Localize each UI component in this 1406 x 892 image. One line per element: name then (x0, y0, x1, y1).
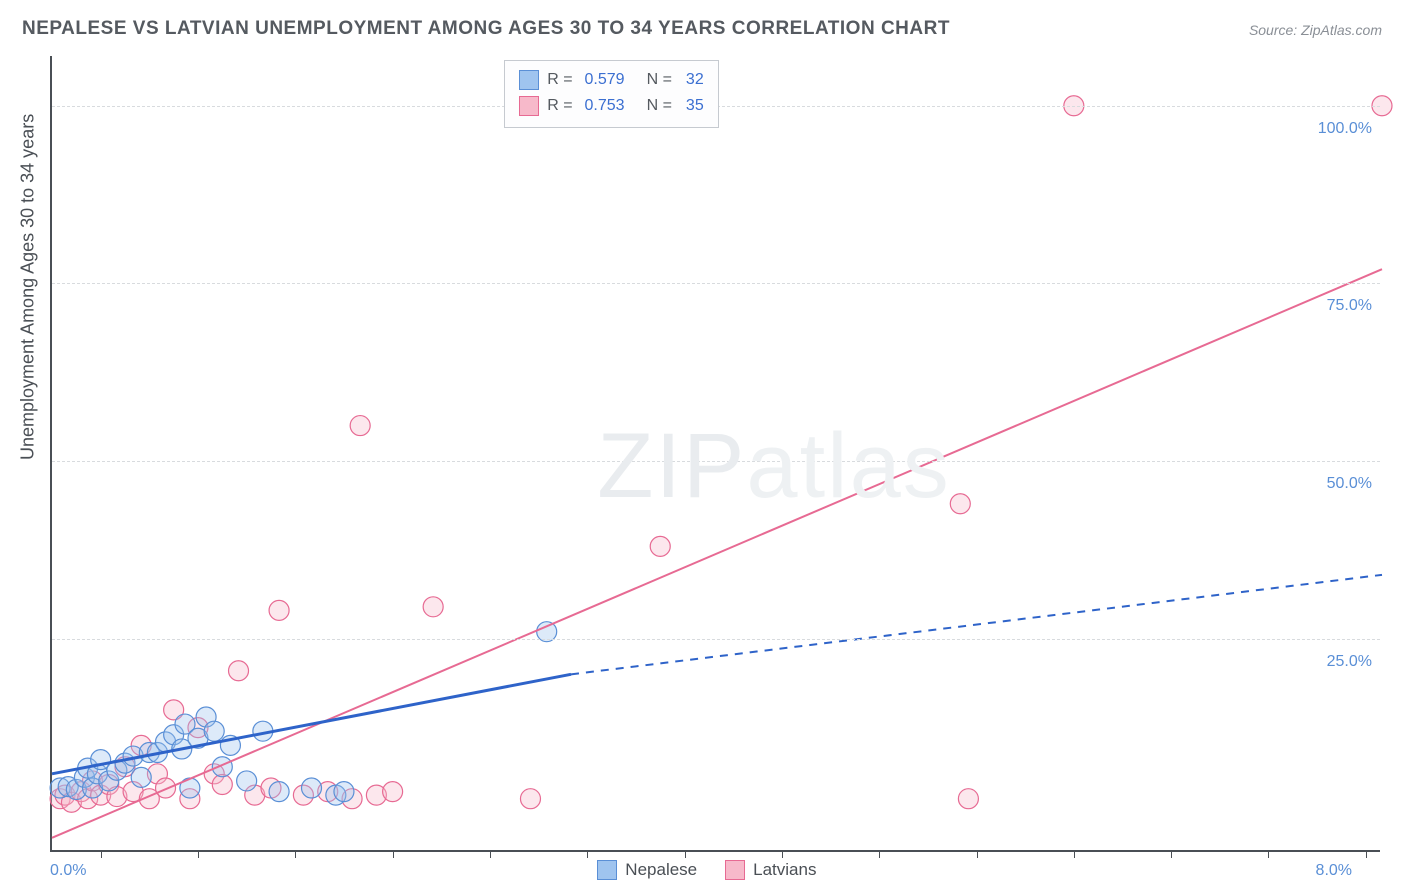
latvians-point (229, 661, 249, 681)
y-axis-label-text: Unemployment Among Ages 30 to 34 years (18, 114, 38, 460)
plot-svg (52, 56, 1380, 850)
y-tick-label: 25.0% (1327, 653, 1372, 671)
legend-label-nepalese: Nepalese (625, 860, 697, 880)
x-tick-label: 8.0% (1316, 862, 1352, 880)
nepalese-regression-line (52, 674, 571, 774)
x-tick (782, 850, 783, 858)
chart-title: NEPALESE VS LATVIAN UNEMPLOYMENT AMONG A… (22, 18, 950, 40)
x-tick (198, 850, 199, 858)
latvians-point (423, 597, 443, 617)
nepalese-point (212, 757, 232, 777)
x-tick (490, 850, 491, 858)
gridline-h (52, 283, 1380, 284)
legend-r-value-latvians: 0.753 (585, 97, 625, 115)
latvians-point (269, 600, 289, 620)
gridline-h (52, 461, 1380, 462)
legend-swatch-nepalese (597, 860, 617, 880)
x-tick (685, 850, 686, 858)
latvians-point (156, 778, 176, 798)
y-tick-label: 75.0% (1327, 297, 1372, 315)
y-axis-label: Unemployment Among Ages 30 to 34 years (18, 114, 39, 460)
legend-r-label: R = (547, 71, 572, 89)
legend-r-value-nepalese: 0.579 (585, 71, 625, 89)
nepalese-point (131, 767, 151, 787)
x-tick (1171, 850, 1172, 858)
legend-stats: R = 0.579 N = 32 R = 0.753 N = 35 (504, 60, 719, 128)
nepalese-point (302, 778, 322, 798)
latvians-point (958, 789, 978, 809)
legend-item-nepalese: Nepalese (597, 860, 697, 880)
latvians-point (212, 774, 232, 794)
legend-swatch-latvians (519, 96, 539, 116)
x-tick (1268, 850, 1269, 858)
legend-n-label: N = (647, 97, 672, 115)
nepalese-point (269, 782, 289, 802)
latvians-point (950, 494, 970, 514)
x-tick (587, 850, 588, 858)
nepalese-point (334, 782, 354, 802)
source-attribution: Source: ZipAtlas.com (1249, 22, 1382, 38)
legend-row-nepalese: R = 0.579 N = 32 (519, 67, 704, 93)
legend-label-latvians: Latvians (753, 860, 816, 880)
chart-container: NEPALESE VS LATVIAN UNEMPLOYMENT AMONG A… (0, 0, 1406, 892)
legend-item-latvians: Latvians (725, 860, 816, 880)
nepalese-point (237, 771, 257, 791)
latvians-point (520, 789, 540, 809)
latvians-regression-line (52, 269, 1382, 838)
legend-n-value-latvians: 35 (686, 97, 704, 115)
x-tick (393, 850, 394, 858)
latvians-point (650, 536, 670, 556)
legend-row-latvians: R = 0.753 N = 35 (519, 93, 704, 119)
legend-series: Nepalese Latvians (597, 860, 816, 880)
legend-r-label: R = (547, 97, 572, 115)
latvians-point (383, 782, 403, 802)
x-tick-label: 0.0% (50, 862, 86, 880)
x-tick (1074, 850, 1075, 858)
nepalese-point (204, 721, 224, 741)
legend-n-value-nepalese: 32 (686, 71, 704, 89)
legend-n-label: N = (647, 71, 672, 89)
plot-area: 25.0%50.0%75.0%100.0%0.0%8.0%ZIPatlasR =… (50, 56, 1380, 852)
legend-swatch-nepalese (519, 70, 539, 90)
x-tick (101, 850, 102, 858)
x-tick (295, 850, 296, 858)
y-tick-label: 100.0% (1318, 120, 1372, 138)
y-tick-label: 50.0% (1327, 475, 1372, 493)
x-tick (1366, 850, 1367, 858)
x-tick (879, 850, 880, 858)
nepalese-regression-dashed (571, 575, 1382, 675)
legend-swatch-latvians (725, 860, 745, 880)
x-tick (977, 850, 978, 858)
gridline-h (52, 639, 1380, 640)
latvians-point (350, 416, 370, 436)
